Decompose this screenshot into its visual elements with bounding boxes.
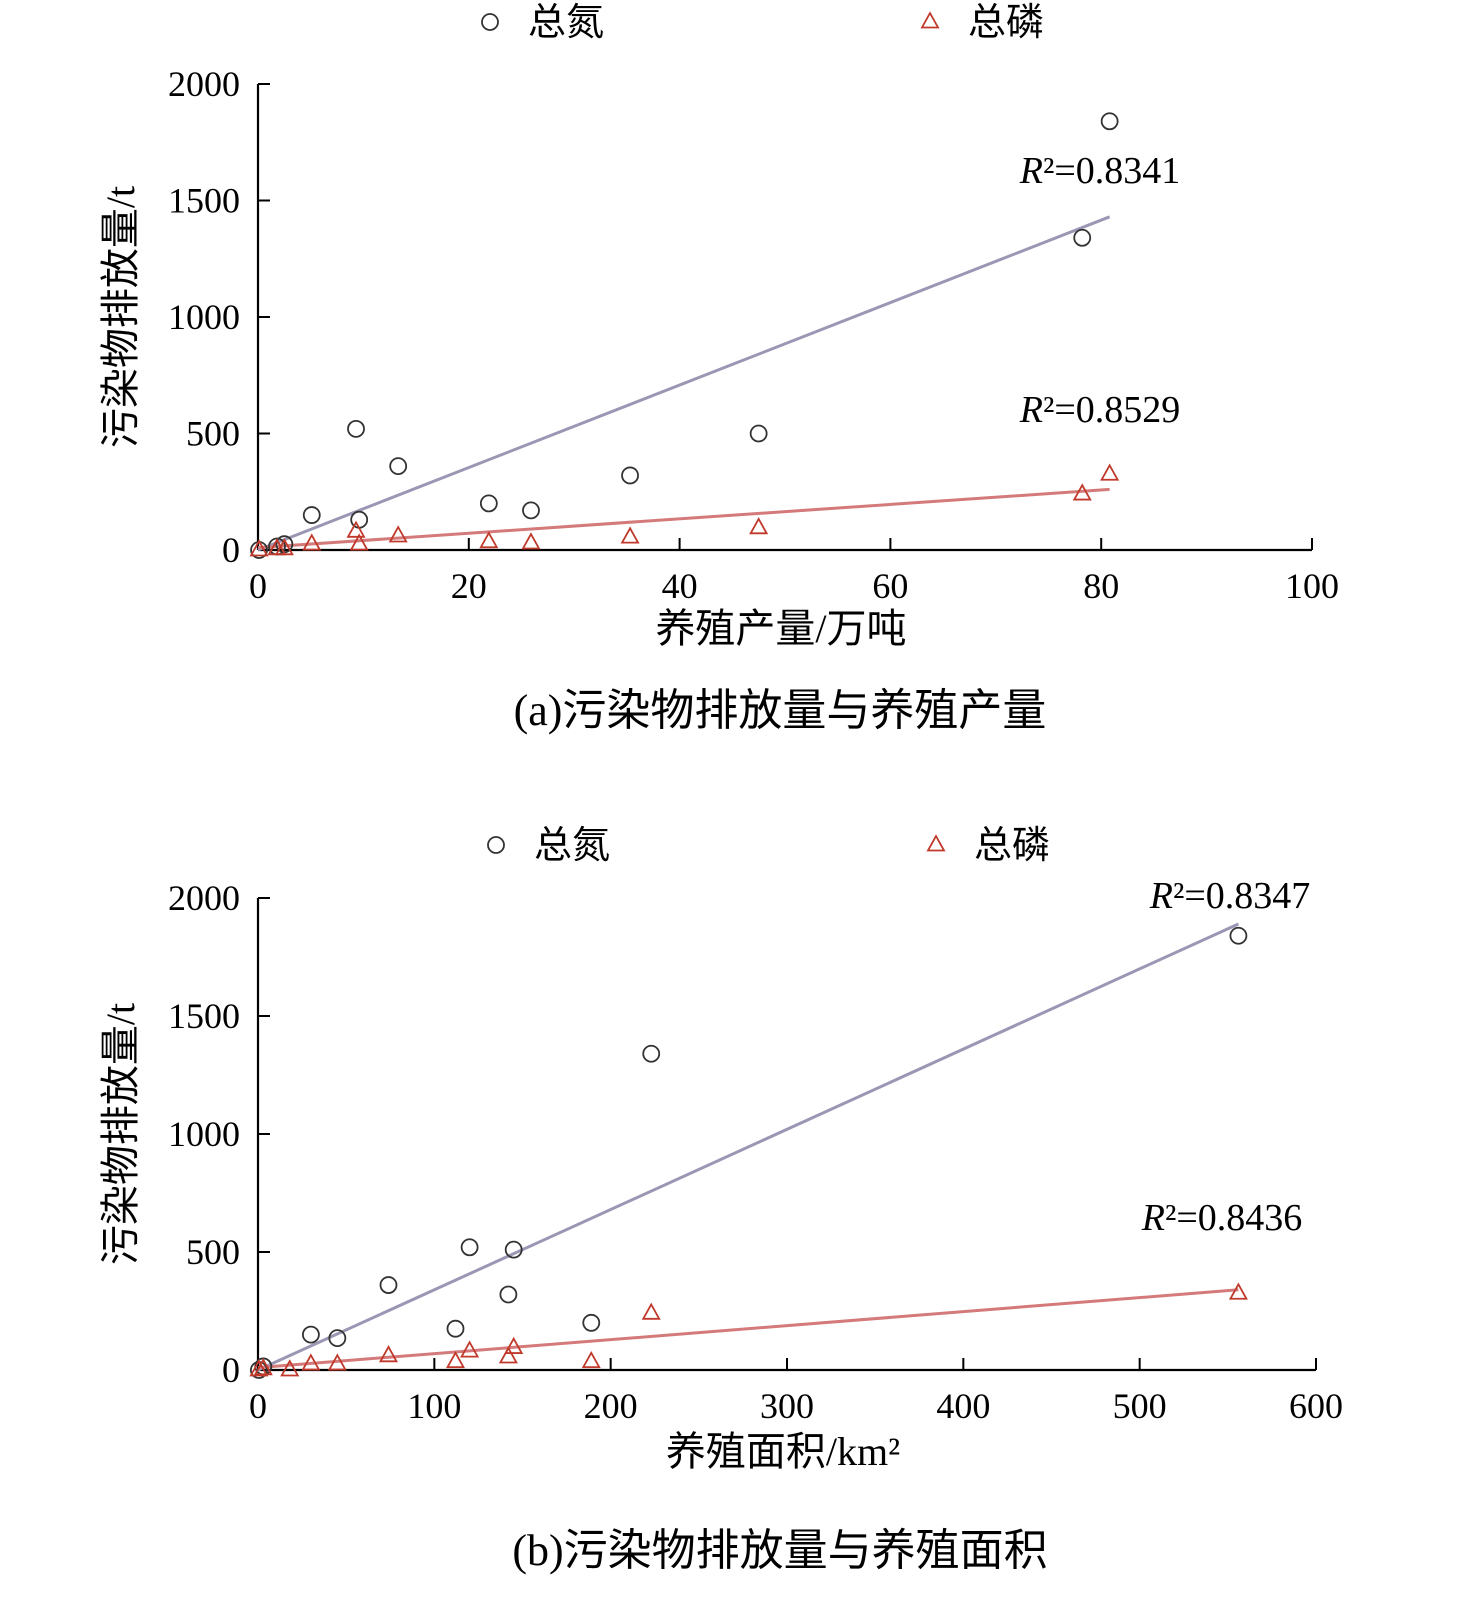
- tp-point: [1228, 1282, 1248, 1300]
- legend-tp-marker: [920, 11, 940, 29]
- y-tick-label: 1000: [168, 297, 240, 337]
- x-tick-label: 80: [1083, 566, 1119, 606]
- tn-trendline: [257, 215, 1111, 552]
- tp-point: [460, 1340, 480, 1358]
- tn-point: [1073, 228, 1092, 247]
- x-tick-label: 20: [451, 566, 487, 606]
- legend-tp-label: 总磷: [968, 2, 1044, 44]
- chart-caption: (a)污染物排放量与养殖产量: [514, 686, 1047, 735]
- tn-r2-label: R²=0.8347: [1149, 875, 1311, 917]
- legend-tn-label: 总氮: [534, 825, 610, 867]
- y-tick-label: 2000: [168, 878, 240, 918]
- chart-a: 0 500 1000 1500 2000 0 20 40 60 80 100 养殖产量/万吨 污染物排放…: [98, 2, 1339, 735]
- tp-r2-label: R²=0.8436: [1141, 1197, 1303, 1239]
- y-tick-label: 500: [186, 1232, 240, 1272]
- tn-trendline: [257, 922, 1240, 1372]
- x-tick-label: 400: [936, 1386, 990, 1426]
- tn-point: [499, 1285, 518, 1304]
- x-tick-label: 500: [1113, 1386, 1167, 1426]
- x-tick-label: 100: [1285, 566, 1339, 606]
- tp-point: [349, 533, 369, 551]
- tp-point: [521, 532, 541, 550]
- y-tick-label: 1000: [168, 1114, 240, 1154]
- tn-point: [379, 1276, 398, 1294]
- tp-point: [346, 520, 366, 538]
- tp-point: [1072, 483, 1092, 501]
- tn-point: [642, 1044, 661, 1063]
- tn-point: [301, 1325, 320, 1344]
- x-tick-label: 60: [872, 566, 908, 606]
- x-axis-label: 养殖面积/km²: [666, 1429, 900, 1474]
- tp-point: [253, 1358, 273, 1376]
- y-axis-label: 污染物排放量/t: [98, 186, 143, 448]
- tp-point: [249, 1359, 269, 1377]
- tp-point: [581, 1350, 601, 1369]
- tp-point: [302, 533, 322, 551]
- tp-trendline: [257, 487, 1110, 550]
- tn-point: [302, 506, 321, 524]
- tp-point: [327, 1353, 347, 1371]
- tn-point: [749, 424, 768, 443]
- tp-point: [504, 1336, 524, 1354]
- tn-point: [621, 466, 639, 485]
- chart-b: 0 500 1000 1500 2000 0 100 200 300 400 500 600 养殖面积/…: [98, 825, 1343, 1575]
- tp-r2-label: R²=0.8529: [1019, 389, 1181, 431]
- legend-tp-marker: [926, 834, 946, 852]
- y-axis-label: 污染物排放量/t: [98, 1003, 143, 1265]
- tp-point: [378, 1345, 399, 1363]
- y-tick-label: 0: [222, 1350, 240, 1390]
- x-tick-label: 0: [249, 566, 267, 606]
- tp-point: [301, 1353, 321, 1371]
- x-tick-label: 600: [1289, 1386, 1343, 1426]
- tn-point: [522, 501, 540, 520]
- legend-tn-label: 总氮: [528, 2, 604, 44]
- tp-point: [641, 1302, 661, 1320]
- tn-point: [1100, 112, 1119, 131]
- chart-caption: (b)污染物排放量与养殖面积: [512, 1526, 1047, 1575]
- x-tick-label: 0: [249, 1386, 267, 1426]
- tn-point: [460, 1238, 479, 1257]
- x-tick-label: 40: [662, 566, 698, 606]
- y-tick-label: 0: [222, 530, 240, 570]
- tp-trendline: [257, 1288, 1239, 1370]
- tp-point: [249, 539, 269, 557]
- legend-tp-label: 总磷: [974, 825, 1050, 867]
- y-tick-label: 2000: [168, 64, 240, 104]
- tn-point: [347, 419, 365, 438]
- y-tick-label: 1500: [168, 181, 240, 221]
- tp-point: [445, 1350, 466, 1369]
- tp-point: [388, 525, 408, 543]
- tp-point: [280, 1359, 300, 1377]
- tn-point: [504, 1240, 523, 1259]
- tn-point: [328, 1329, 347, 1348]
- x-axis-label: 养殖产量/万吨: [655, 606, 906, 651]
- tp-point: [479, 531, 499, 549]
- tn-point: [446, 1319, 465, 1338]
- legend-tn-marker: [481, 13, 499, 31]
- tn-point: [389, 457, 408, 476]
- tp-point: [749, 517, 769, 535]
- legend-tn-marker: [487, 836, 505, 854]
- x-tick-label: 100: [407, 1386, 461, 1426]
- tp-point: [274, 538, 294, 556]
- tn-point: [479, 494, 498, 513]
- y-tick-label: 1500: [168, 996, 240, 1036]
- tn-r2-label: R²=0.8341: [1019, 150, 1181, 192]
- tn-point: [582, 1313, 601, 1332]
- tp-point: [620, 526, 640, 544]
- tn-point: [1229, 926, 1248, 945]
- x-tick-label: 300: [760, 1386, 814, 1426]
- y-tick-label: 500: [186, 414, 240, 454]
- tp-point: [1100, 463, 1120, 481]
- x-tick-label: 200: [584, 1386, 638, 1426]
- tp-point: [498, 1346, 518, 1364]
